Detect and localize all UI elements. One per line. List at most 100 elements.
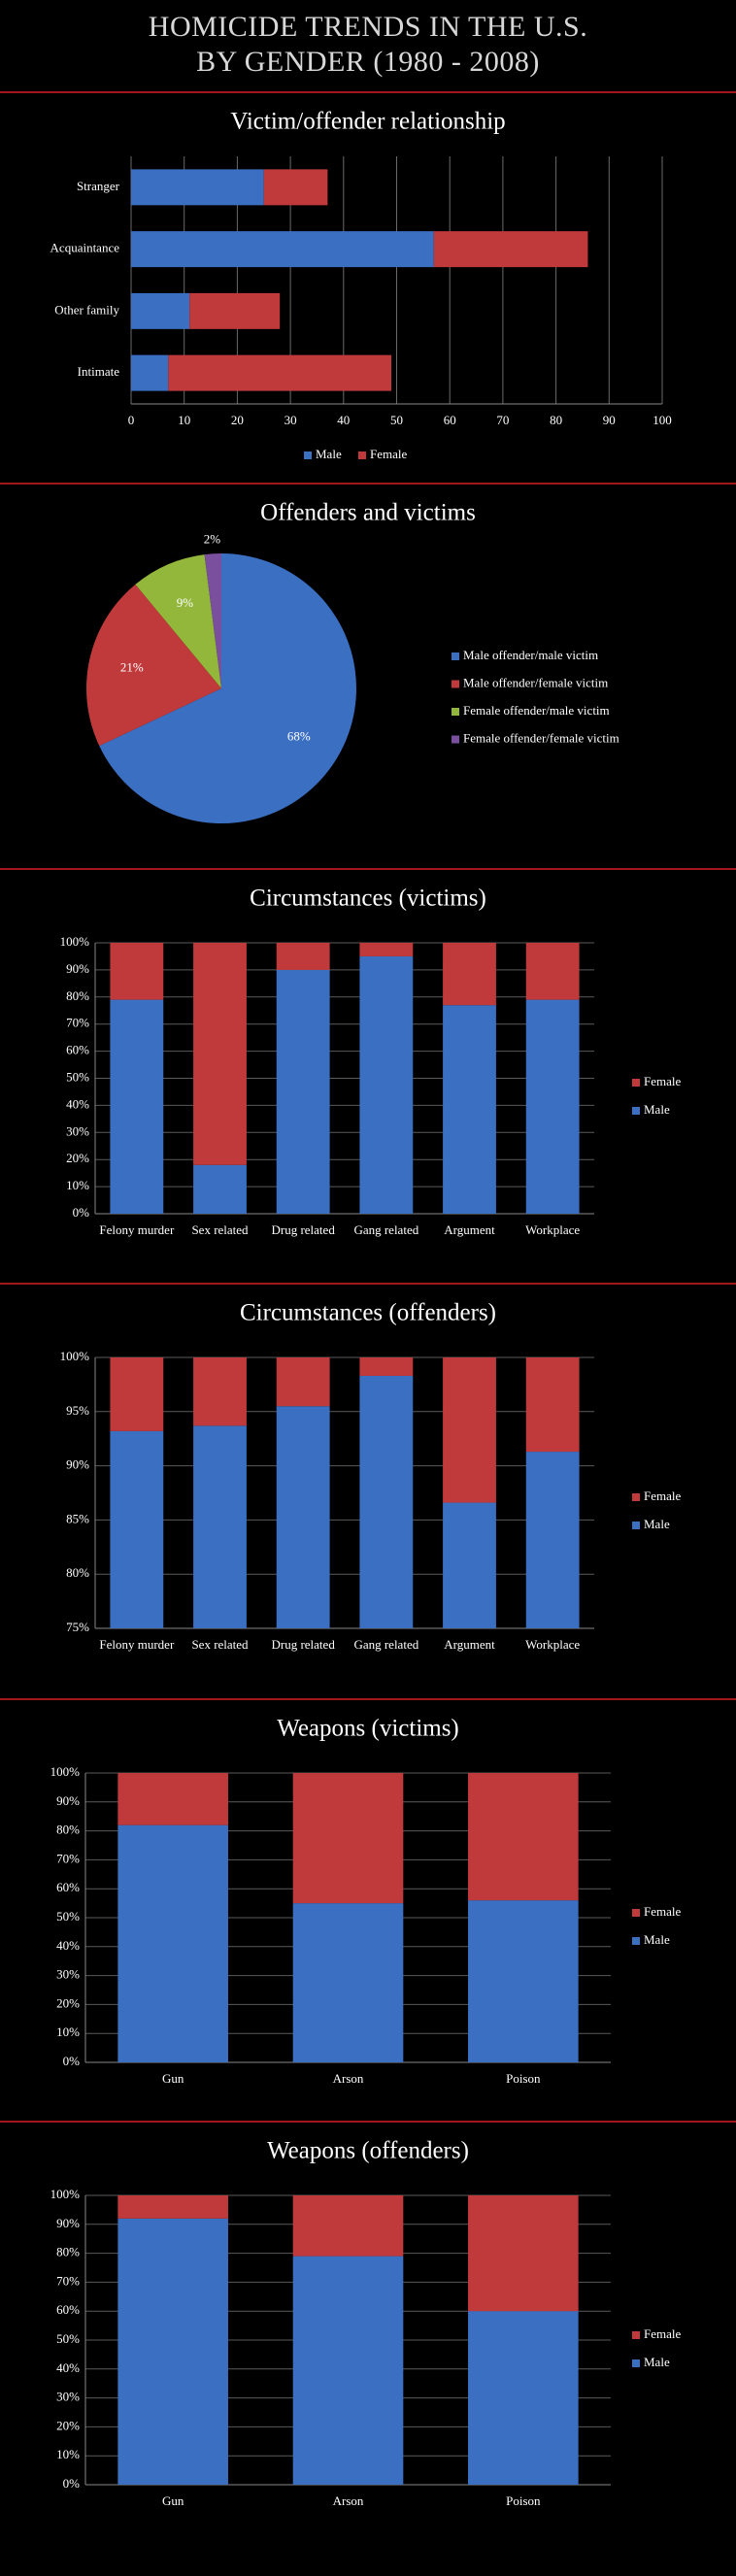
y-tick-label: 95% — [66, 1403, 89, 1418]
bar-segment — [525, 943, 580, 1000]
bar-segment — [359, 943, 414, 956]
data-label: 68% — [287, 729, 311, 744]
bar-segment — [525, 1452, 580, 1628]
bar-segment — [468, 1773, 579, 1901]
x-tick-label: Gang related — [353, 1222, 418, 1237]
y-tick-label: 100% — [50, 1764, 81, 1779]
bar-segment — [468, 2311, 579, 2485]
legend-label: Female — [644, 2326, 681, 2341]
y-tick-label: 80% — [56, 1823, 80, 1837]
y-tick-label: 40% — [66, 1096, 89, 1111]
x-tick-label: Gang related — [353, 1637, 418, 1652]
legend-label: Male offender/male victim — [463, 648, 598, 662]
bar-segment — [292, 2195, 404, 2257]
bar-segment — [468, 2195, 579, 2312]
x-tick-label: 70 — [496, 413, 509, 427]
bar-segment — [443, 1357, 496, 1503]
chart-title: Victim/offender relationship — [230, 109, 505, 135]
legend-label: Male — [644, 1102, 670, 1117]
x-tick-label: Poison — [506, 2071, 541, 2086]
legend-swatch — [304, 452, 312, 459]
bar-segment — [276, 943, 330, 970]
bar-segment — [276, 1357, 330, 1407]
data-label: 9% — [177, 595, 194, 610]
pie-slice — [204, 553, 221, 688]
y-tick-label: 10% — [66, 1178, 89, 1192]
y-tick-label: 70% — [56, 2273, 80, 2288]
bar-segment — [525, 1357, 580, 1453]
x-tick-label: Drug related — [271, 1222, 335, 1237]
legend-label: Female — [644, 1904, 681, 1919]
legend-label: Female — [370, 447, 407, 461]
x-tick-label: 60 — [444, 413, 456, 427]
y-tick-label: Acquaintance — [50, 241, 120, 255]
legend-swatch — [452, 652, 459, 660]
y-tick-label: 40% — [56, 2360, 80, 2375]
bar-segment — [263, 169, 328, 206]
y-tick-label: 90% — [66, 1457, 89, 1472]
x-tick-label: 10 — [178, 413, 190, 427]
x-tick-label: 90 — [603, 413, 616, 427]
y-tick-label: 75% — [66, 1620, 89, 1634]
bar-segment — [117, 2195, 228, 2219]
bar-segment — [110, 1357, 164, 1431]
bar-segment — [168, 354, 392, 391]
legend-label: Female — [644, 1489, 681, 1503]
y-tick-label: 20% — [56, 1995, 80, 2010]
x-tick-label: 0 — [128, 413, 135, 427]
legend-label: Male — [644, 2355, 670, 2369]
bar-segment — [131, 231, 434, 268]
y-tick-label: Intimate — [78, 364, 120, 379]
chart-title: Offenders and victims — [260, 500, 476, 526]
y-tick-label: 20% — [66, 1151, 89, 1165]
legend-swatch — [632, 1522, 640, 1529]
bar-segment — [443, 943, 496, 1006]
pie-slice — [99, 553, 357, 823]
y-tick-label: 10% — [56, 2447, 80, 2461]
bar-segment — [433, 231, 588, 268]
pie-slice — [85, 584, 221, 747]
chart-title: Weapons (victims) — [277, 1716, 459, 1742]
y-tick-label: 60% — [66, 1043, 89, 1057]
bar-segment — [276, 969, 330, 1214]
legend-label: Female offender/male victim — [463, 703, 610, 718]
y-tick-label: 10% — [56, 2024, 80, 2039]
legend-swatch — [632, 1937, 640, 1945]
bar-segment — [443, 1005, 496, 1214]
bar-segment — [193, 1164, 247, 1214]
bar-segment — [468, 1900, 579, 2062]
x-tick-label: 30 — [284, 413, 297, 427]
legend-swatch — [452, 735, 459, 744]
legend-swatch — [632, 1107, 640, 1115]
x-tick-label: 50 — [390, 413, 403, 427]
x-tick-label: Gun — [162, 2493, 184, 2508]
legend-swatch — [632, 2359, 640, 2367]
y-tick-label: 30% — [56, 1967, 80, 1982]
x-tick-label: Felony murder — [99, 1637, 175, 1652]
y-tick-label: 0% — [73, 1205, 90, 1220]
x-tick-label: Felony murder — [99, 1222, 175, 1237]
data-label: 2% — [204, 531, 221, 546]
y-tick-label: 100% — [60, 934, 90, 949]
legend-label: Male — [644, 1517, 670, 1531]
y-tick-label: 60% — [56, 1880, 80, 1894]
y-tick-label: Stranger — [77, 179, 120, 193]
x-tick-label: Workplace — [525, 1222, 580, 1237]
data-label: 21% — [120, 659, 144, 674]
y-tick-label: 90% — [56, 1793, 80, 1808]
x-tick-label: Workplace — [525, 1637, 580, 1652]
chart-title: Weapons (offenders) — [267, 2138, 469, 2164]
bar-segment — [110, 1430, 164, 1628]
x-tick-label: Gun — [162, 2071, 184, 2086]
x-tick-label: 80 — [550, 413, 562, 427]
legend-swatch — [358, 452, 366, 459]
bar-segment — [193, 943, 247, 1165]
bar-segment — [359, 955, 414, 1214]
bar-segment — [193, 1357, 247, 1426]
legend-label: Female offender/female victim — [463, 730, 619, 745]
legend-label: Male — [644, 1932, 670, 1947]
x-tick-label: Sex related — [191, 1637, 249, 1652]
bar-segment — [292, 2256, 404, 2485]
bar-segment — [292, 1903, 404, 2062]
y-tick-label: 100% — [60, 1349, 90, 1363]
